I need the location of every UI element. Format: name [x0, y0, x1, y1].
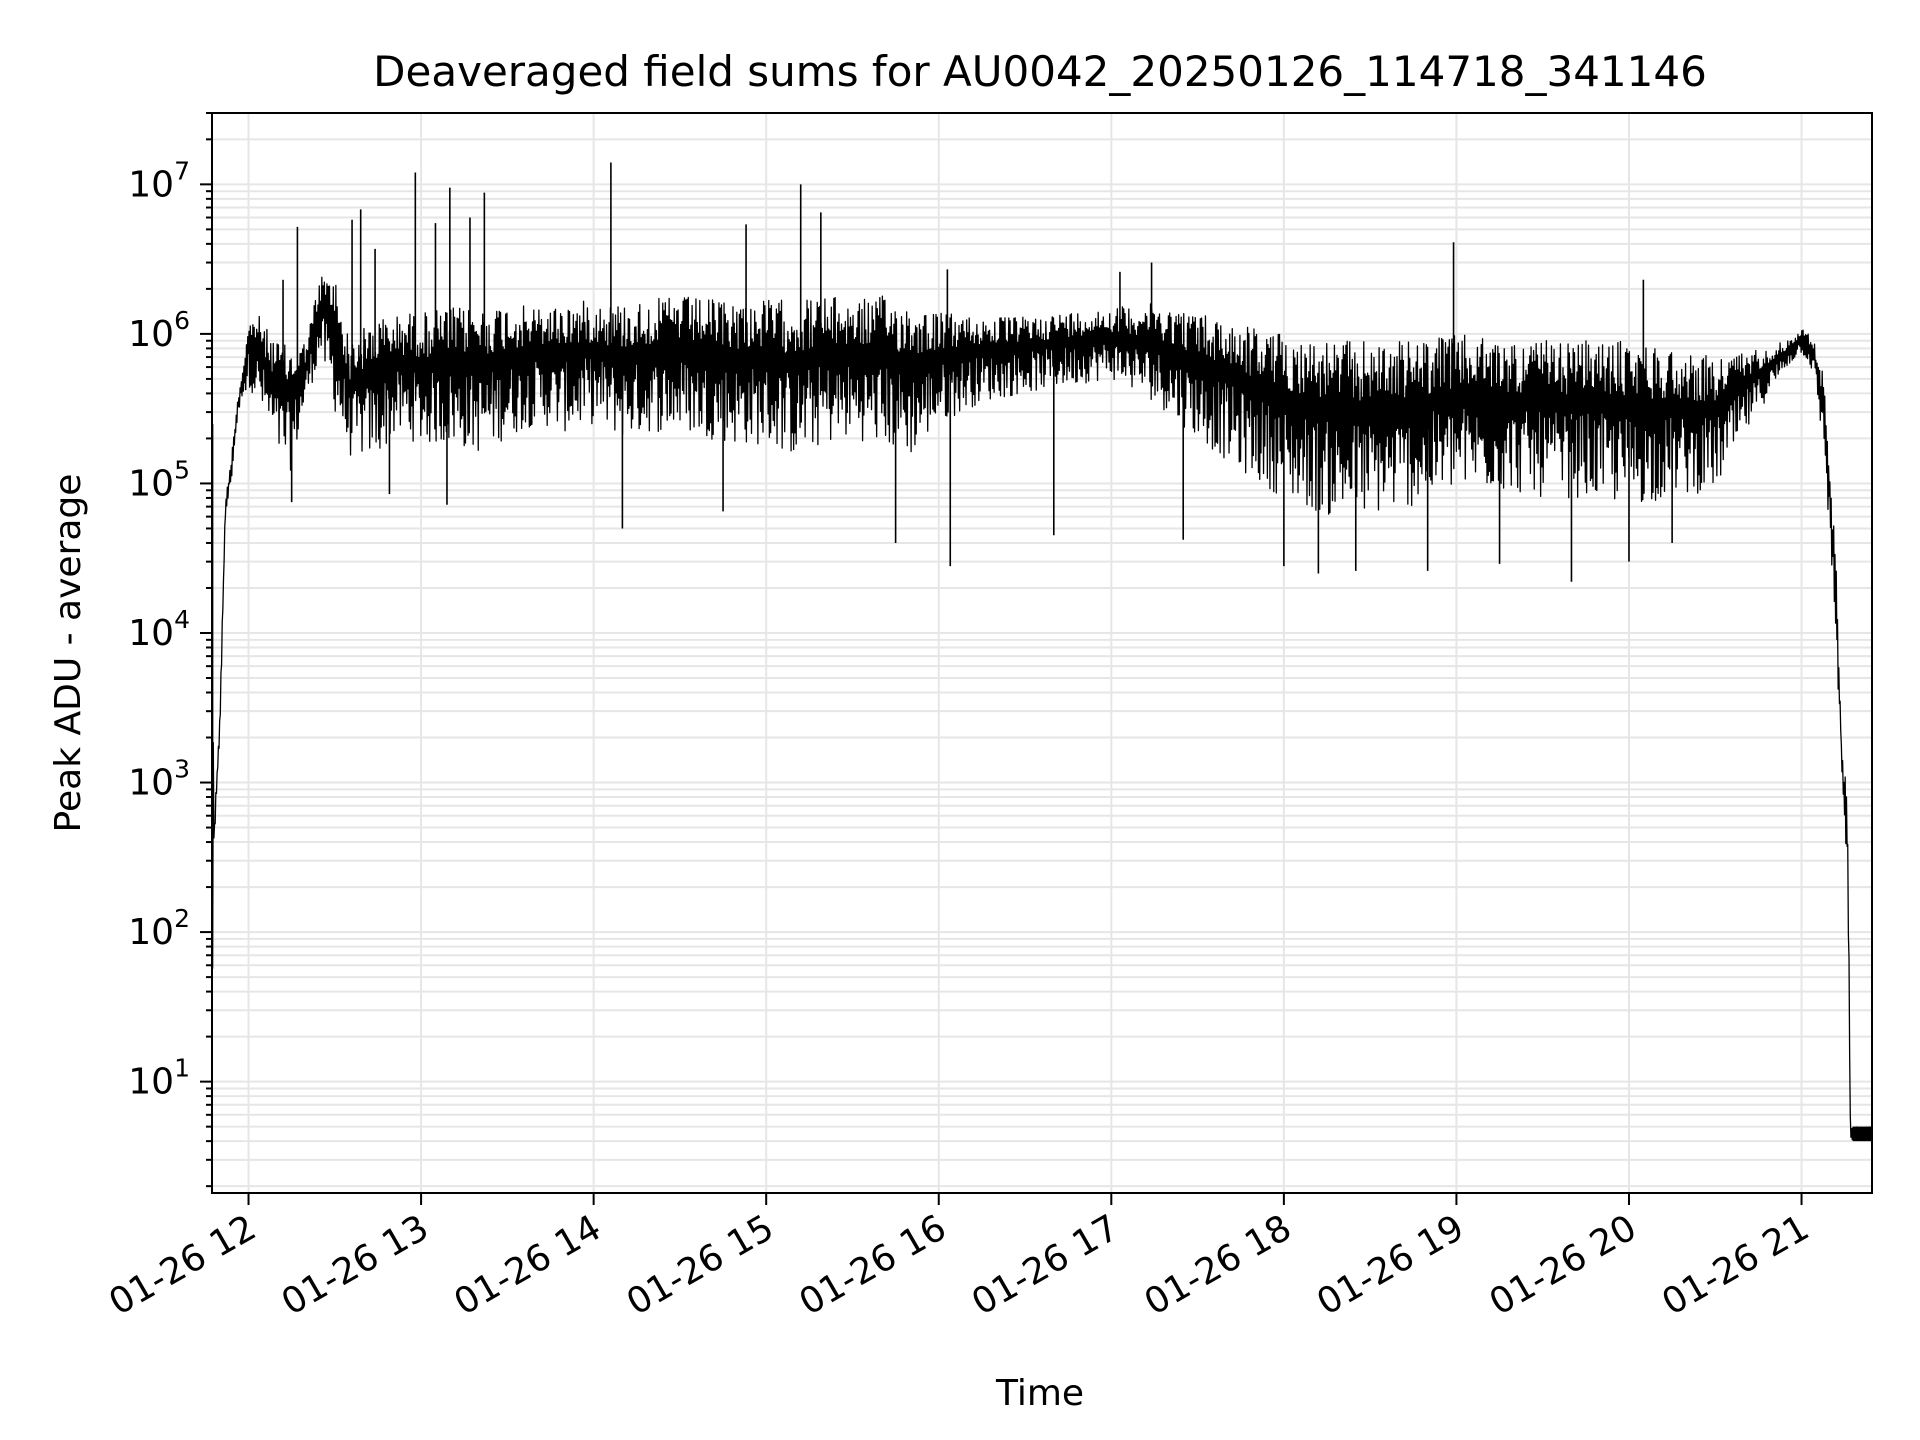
y-tick-label-exponent: 2 [174, 904, 190, 933]
y-tick-label-exponent: 4 [174, 605, 190, 634]
x-axis-label: Time [995, 1373, 1084, 1414]
y-tick-label: 102 [128, 904, 190, 953]
y-tick-label-base: 10 [128, 763, 174, 804]
y-tick-label-base: 10 [128, 314, 174, 355]
y-tick-label-base: 10 [128, 1062, 174, 1103]
axes-frame [211, 112, 1873, 1194]
y-tick-label-exponent: 5 [174, 455, 190, 484]
y-tick-label-exponent: 1 [174, 1054, 190, 1083]
plot-area [211, 162, 1873, 1142]
y-tick-label: 105 [128, 455, 190, 504]
grid [212, 112, 1872, 1193]
y-tick-label-exponent: 3 [174, 755, 190, 784]
y-tick-label: 101 [128, 1054, 190, 1103]
y-tick-label: 107 [128, 156, 190, 205]
y-tick-label-exponent: 7 [174, 156, 190, 185]
y-tick-label: 106 [128, 306, 190, 355]
y-tick-label: 104 [128, 605, 190, 654]
y-tick-label-base: 10 [128, 912, 174, 953]
y-axis-label: Peak ADU - average [48, 474, 89, 833]
y-tick-label: 103 [128, 755, 190, 804]
y-tick-label-base: 10 [128, 613, 174, 654]
series-line [211, 276, 1873, 1141]
y-tick-label-base: 10 [128, 463, 174, 504]
chart-title: Deaveraged field sums for AU0042_2025012… [373, 47, 1707, 96]
y-tick-label-exponent: 6 [174, 306, 190, 335]
y-tick-label-base: 10 [128, 164, 174, 205]
